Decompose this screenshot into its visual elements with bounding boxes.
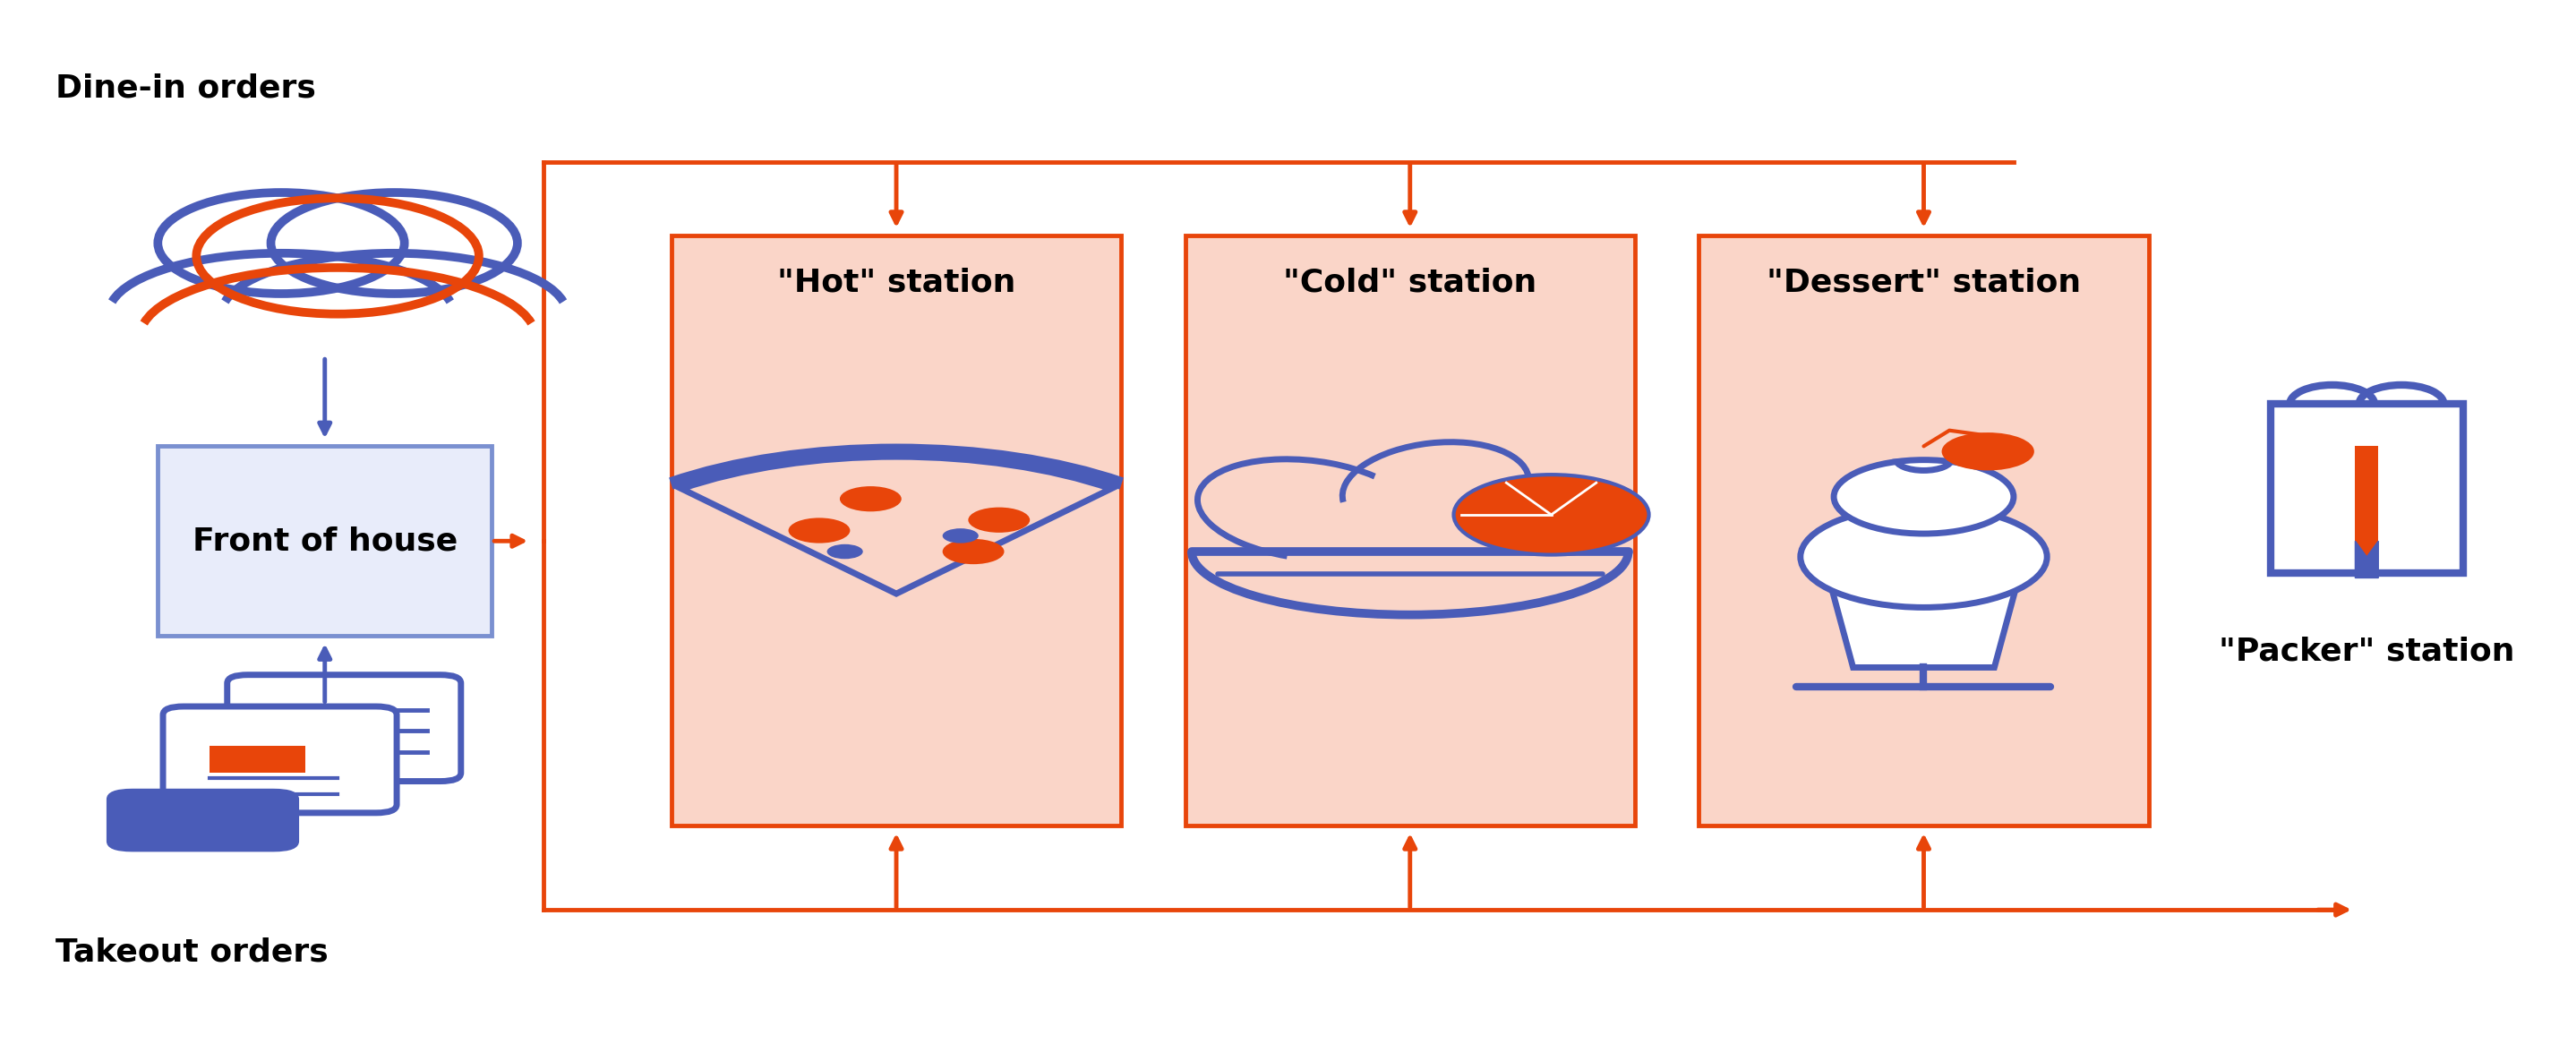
FancyBboxPatch shape	[1700, 236, 2148, 825]
Circle shape	[1942, 433, 2035, 470]
Wedge shape	[683, 456, 1110, 594]
Text: "Packer" station: "Packer" station	[2218, 636, 2514, 666]
FancyBboxPatch shape	[2269, 404, 2463, 573]
Text: Dine-in orders: Dine-in orders	[54, 73, 314, 103]
FancyBboxPatch shape	[162, 707, 397, 813]
Polygon shape	[2354, 541, 2378, 578]
Bar	[2354, 447, 2378, 573]
Circle shape	[943, 528, 979, 543]
Circle shape	[788, 518, 850, 543]
Text: "Cold" station: "Cold" station	[1283, 267, 1538, 297]
FancyBboxPatch shape	[209, 746, 307, 772]
FancyBboxPatch shape	[106, 788, 299, 852]
FancyBboxPatch shape	[672, 236, 1121, 825]
Circle shape	[840, 486, 902, 511]
Circle shape	[1834, 459, 2014, 534]
Circle shape	[969, 507, 1030, 533]
Text: Front of house: Front of house	[193, 526, 459, 556]
Circle shape	[1801, 506, 2048, 607]
FancyBboxPatch shape	[1185, 236, 1636, 825]
FancyBboxPatch shape	[157, 447, 492, 636]
FancyBboxPatch shape	[227, 675, 461, 781]
Polygon shape	[1826, 573, 2020, 667]
Text: "Dessert" station: "Dessert" station	[1767, 267, 2081, 297]
Polygon shape	[1826, 573, 2020, 667]
Circle shape	[827, 544, 863, 559]
Text: "Hot" station: "Hot" station	[778, 267, 1015, 297]
Circle shape	[943, 539, 1005, 564]
Text: Takeout orders: Takeout orders	[54, 937, 327, 968]
Circle shape	[1453, 474, 1649, 555]
